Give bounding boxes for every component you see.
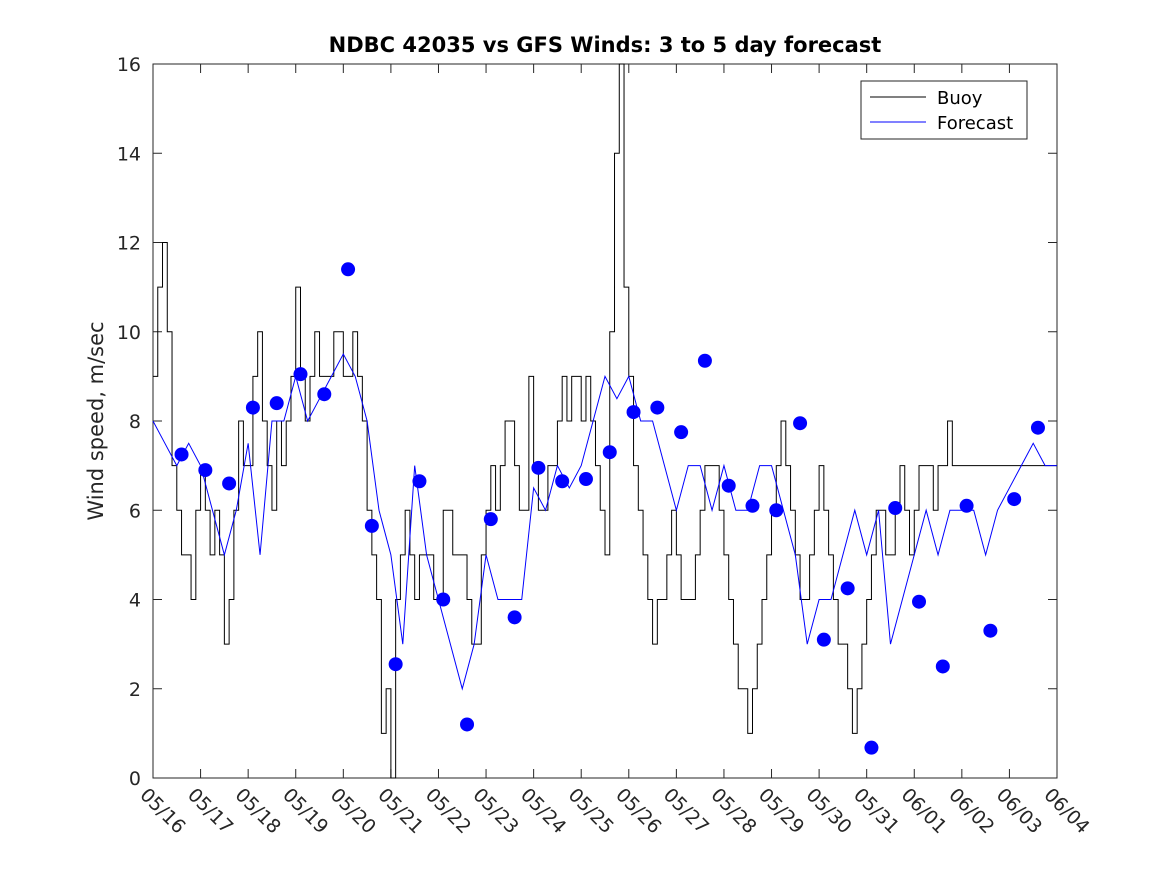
y-tick-label: 12: [117, 233, 141, 255]
forecast-marker: [840, 581, 855, 596]
forecast-marker: [864, 740, 879, 755]
forecast-marker: [935, 659, 950, 674]
forecast-marker: [912, 594, 927, 609]
forecast-marker: [293, 367, 308, 382]
forecast-marker: [888, 501, 903, 516]
series-layer: [152, 63, 1057, 779]
forecast-marker: [412, 474, 427, 489]
y-tick-label: 8: [129, 411, 141, 433]
y-tick-label: 0: [129, 768, 141, 790]
y-tick-label: 2: [129, 679, 141, 701]
forecast-marker: [769, 503, 784, 518]
y-tick-label: 4: [129, 590, 141, 612]
forecast-marker: [436, 592, 451, 607]
forecast-marker: [650, 400, 665, 415]
forecast-marker: [507, 610, 522, 625]
legend-buoy-label: Buoy: [937, 88, 983, 109]
forecast-marker: [959, 498, 974, 513]
y-tick-label: 14: [117, 143, 141, 165]
forecast-marker: [1007, 492, 1022, 507]
forecast-marker: [483, 512, 498, 527]
series-line-buoy: [153, 63, 1057, 779]
legend-forecast-label: Forecast: [937, 113, 1013, 134]
forecast-marker: [364, 518, 379, 533]
forecast-marker: [602, 445, 617, 460]
legend: Buoy Forecast: [860, 80, 1028, 140]
y-tick-label: 10: [117, 322, 141, 344]
chart-title: NDBC 42035 vs GFS Winds: 3 to 5 day fore…: [329, 33, 882, 57]
forecast-marker: [222, 476, 237, 491]
forecast-marker: [388, 657, 403, 672]
forecast-marker: [269, 396, 284, 411]
forecast-marker: [721, 478, 736, 493]
forecast-marker: [531, 460, 546, 475]
forecast-marker: [198, 463, 213, 478]
forecast-marker: [341, 262, 356, 277]
forecast-marker: [745, 498, 760, 513]
forecast-marker: [674, 425, 689, 440]
legend-box: [860, 80, 1028, 140]
forecast-marker: [174, 447, 189, 462]
forecast-markers: [174, 262, 1045, 755]
forecast-marker: [1030, 420, 1045, 435]
forecast-marker: [460, 717, 475, 732]
forecast-marker: [555, 474, 570, 489]
forecast-marker: [245, 400, 260, 415]
y-tick-label: 6: [129, 500, 141, 522]
forecast-marker: [626, 405, 641, 420]
forecast-marker: [697, 353, 712, 368]
y-axis-label: Wind speed, m/sec: [84, 321, 108, 520]
forecast-marker: [793, 416, 808, 431]
forecast-marker: [816, 632, 831, 647]
series-line-forecast: [152, 352, 1057, 691]
forecast-marker: [317, 387, 332, 402]
y-axis-ticks: 0 2 4 6 8 10 12 14 16: [117, 54, 1057, 790]
y-tick-label: 16: [117, 54, 141, 76]
forecast-marker: [578, 472, 593, 487]
forecast-marker: [983, 623, 998, 638]
